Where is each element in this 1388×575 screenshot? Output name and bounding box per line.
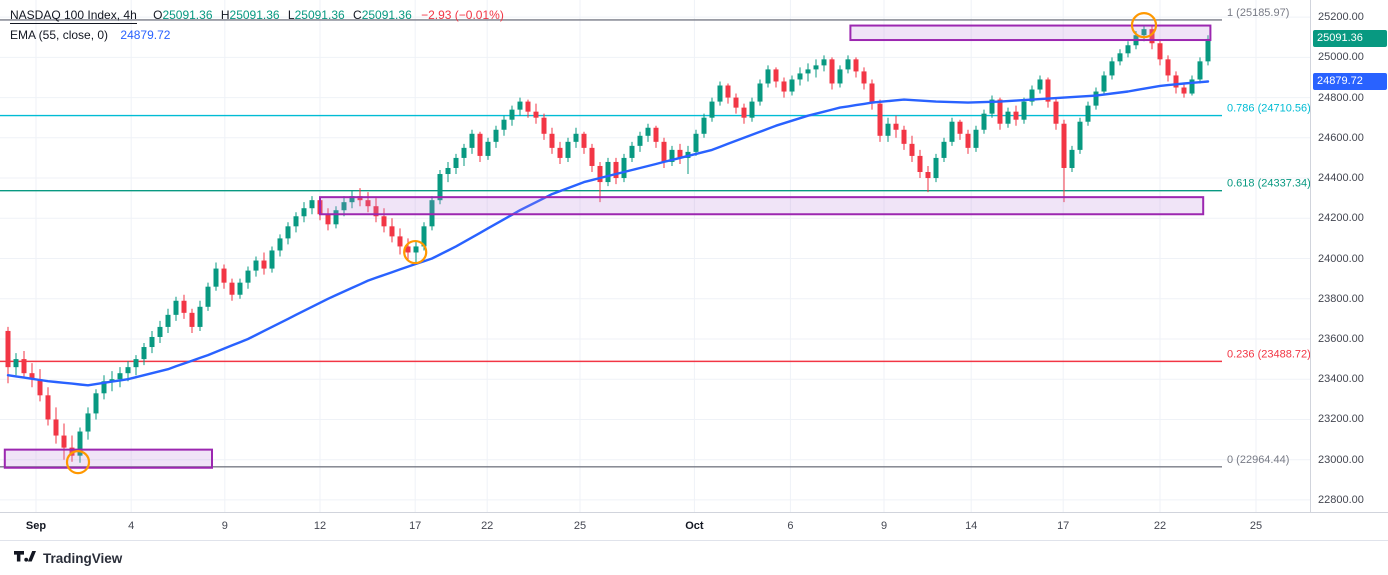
time-axis-label: 14 <box>965 520 978 532</box>
price-axis-label: 24800.00 <box>1318 91 1364 104</box>
price-axis-label: 24000.00 <box>1318 252 1364 265</box>
time-axis-label: 25 <box>1249 520 1263 532</box>
time-axis-label: Sep <box>25 520 47 532</box>
time-axis-label: 25 <box>573 520 587 532</box>
price-zone-box[interactable] <box>3 448 213 469</box>
fib-level-label: 0.236 (23488.72) <box>1227 348 1310 360</box>
ema-indicator-value: 24879.72 <box>120 28 171 42</box>
price-axis-label: 23400.00 <box>1318 373 1364 386</box>
chart-canvas[interactable]: 1 (25185.97) 0.786 (24710.56) 0.618 (24337… <box>0 0 1310 512</box>
legend-series-row: NASDAQ 100 Index, 4h O25091.36 H25091.36… <box>10 8 504 24</box>
tradingview-logo-icon <box>14 551 36 562</box>
low-label: L <box>287 8 295 22</box>
time-axis-label: 22 <box>1153 520 1167 532</box>
time-axis-label: 9 <box>221 520 228 532</box>
price-axis-label: 24200.00 <box>1318 212 1364 225</box>
change-value: −2.93 (−0.01%) <box>421 8 504 22</box>
open-value: 25091.36 <box>162 8 213 22</box>
legend: NASDAQ 100 Index, 4h O25091.36 H25091.36… <box>10 8 504 42</box>
fib-level-label: 0.786 (24710.56) <box>1227 103 1310 115</box>
time-axis-label: 12 <box>313 520 327 532</box>
legend-indicator-row: EMA (55, close, 0) 24879.72 <box>10 28 504 42</box>
time-axis-label: 6 <box>787 520 794 532</box>
time-axis-label: 22 <box>481 520 494 532</box>
price-axis-label: 23600.00 <box>1318 332 1364 345</box>
highlight-circle[interactable] <box>65 450 91 475</box>
price-axis-label: 25000.00 <box>1318 51 1364 64</box>
high-label: H <box>220 8 230 22</box>
fib-level-label: 0.618 (24337.34) <box>1227 178 1310 190</box>
low-value: 25091.36 <box>294 8 345 22</box>
open-label: O <box>153 8 163 22</box>
ohlc-values: O25091.36 H25091.36 L25091.36 C25091.36 <box>148 8 415 22</box>
footer-bar: TradingView <box>0 540 1388 575</box>
price-axis-label: 23200.00 <box>1318 413 1364 426</box>
close-label: C <box>353 8 362 22</box>
price-axis-label: 22800.00 <box>1318 493 1364 506</box>
candlestick-series <box>5 25 1211 463</box>
time-axis-label: 17 <box>1057 520 1070 532</box>
time-axis-label: 17 <box>409 520 422 532</box>
high-value: 25091.36 <box>229 8 280 22</box>
price-badge: 25091.36 <box>1313 30 1387 48</box>
close-value: 25091.36 <box>361 8 412 22</box>
tradingview-wordmark: TradingView <box>43 550 123 566</box>
price-badge: 24879.72 <box>1313 73 1387 91</box>
fib-level-label: 0 (22964.44) <box>1227 454 1289 466</box>
price-zone-box[interactable] <box>319 196 1205 216</box>
price-axis-label: 23800.00 <box>1318 292 1364 305</box>
price-axis-label: 25200.00 <box>1318 11 1364 24</box>
fib-level-label: 1 (25185.97) <box>1227 7 1289 19</box>
price-zone-box[interactable] <box>849 24 1212 42</box>
highlight-circle[interactable] <box>403 239 428 265</box>
tradingview-logo-link[interactable]: TradingView <box>14 551 122 566</box>
highlight-circle[interactable] <box>1130 12 1158 39</box>
time-axis-label: Oct <box>685 520 704 532</box>
price-axis[interactable]: 25200.00 25000.00 24800.00 24600.00 24400.00… <box>1310 0 1388 512</box>
time-axis-label: 9 <box>880 520 888 532</box>
price-axis-label: 24400.00 <box>1318 172 1364 185</box>
price-axis-label: 24600.00 <box>1318 131 1364 144</box>
symbol-title[interactable]: NASDAQ 100 Index, 4h <box>10 8 137 24</box>
ema-line[interactable] <box>6 80 1210 387</box>
price-axis-label: 23000.00 <box>1318 453 1364 466</box>
ema-indicator-label[interactable]: EMA (55, close, 0) <box>10 28 109 42</box>
time-axis-label: 4 <box>128 520 135 532</box>
time-axis[interactable]: Sep 4 9 12 17 22 25 Oct 6 9 14 17 22 25 <box>0 512 1388 540</box>
